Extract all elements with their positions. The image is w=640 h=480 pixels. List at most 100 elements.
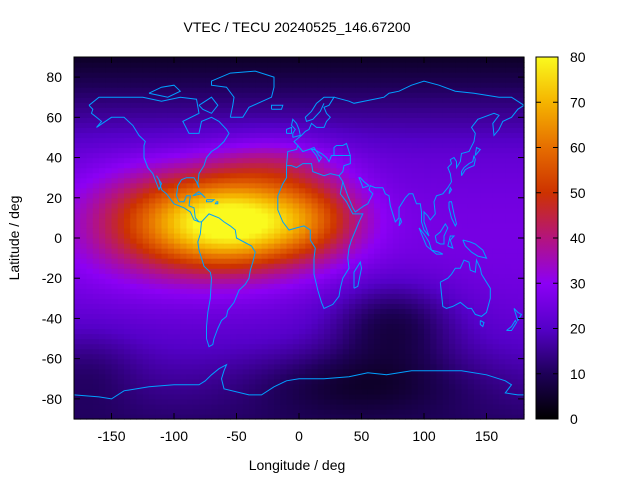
- heatmap-cell: [324, 227, 331, 234]
- heatmap-cell: [149, 353, 156, 360]
- heatmap-cell: [74, 137, 81, 144]
- heatmap-cell: [74, 248, 81, 254]
- heatmap-cell: [474, 72, 481, 78]
- heatmap-cell: [311, 72, 319, 78]
- heatmap-cell: [205, 222, 213, 229]
- heatmap-cell: [305, 238, 313, 244]
- heatmap-cell: [505, 328, 513, 335]
- heatmap-cell: [367, 273, 375, 279]
- heatmap-cell: [261, 117, 269, 123]
- heatmap-cell: [367, 253, 375, 259]
- heatmap-cell: [499, 313, 506, 320]
- heatmap-cell: [442, 258, 450, 264]
- heatmap-cell: [305, 348, 313, 355]
- heatmap-cell: [324, 253, 331, 259]
- heatmap-cell: [499, 112, 506, 118]
- heatmap-cell: [305, 258, 313, 264]
- heatmap-cell: [86, 358, 94, 365]
- heatmap-cell: [361, 107, 369, 113]
- heatmap-cell: [105, 343, 113, 350]
- heatmap-cell: [399, 303, 406, 309]
- heatmap-cell: [99, 253, 106, 259]
- heatmap-cell: [449, 313, 456, 320]
- heatmap-cell: [255, 403, 263, 410]
- heatmap-cell: [511, 253, 519, 259]
- heatmap-cell: [467, 363, 475, 370]
- heatmap-cell: [217, 107, 225, 113]
- heatmap-cell: [292, 207, 300, 214]
- heatmap-cell: [317, 238, 325, 244]
- heatmap-cell: [155, 338, 163, 345]
- heatmap-cell: [286, 207, 294, 214]
- heatmap-cell: [417, 77, 425, 83]
- heatmap-cell: [342, 238, 350, 244]
- heatmap-cell: [286, 112, 294, 118]
- heatmap-cell: [499, 82, 506, 88]
- heatmap-cell: [105, 72, 113, 78]
- heatmap-cell: [111, 298, 119, 304]
- heatmap-cell: [130, 132, 138, 139]
- heatmap-cell: [361, 157, 369, 164]
- heatmap-cell: [405, 82, 413, 88]
- heatmap-cell: [311, 142, 319, 149]
- heatmap-cell: [511, 92, 519, 98]
- heatmap-cell: [130, 283, 138, 289]
- heatmap-cell: [367, 112, 375, 118]
- heatmap-cell: [361, 258, 369, 264]
- heatmap-cell: [242, 268, 250, 274]
- heatmap-cell: [480, 87, 488, 93]
- heatmap-cell: [455, 413, 463, 420]
- heatmap-cell: [211, 167, 219, 174]
- heatmap-cell: [492, 318, 500, 325]
- heatmap-cell: [361, 373, 369, 380]
- heatmap-cell: [124, 368, 131, 375]
- heatmap-cell: [299, 393, 306, 400]
- heatmap-cell: [480, 222, 488, 229]
- heatmap-cell: [380, 338, 388, 345]
- heatmap-cell: [124, 303, 131, 309]
- heatmap-cell: [161, 117, 169, 123]
- heatmap-cell: [292, 393, 300, 400]
- heatmap-cell: [186, 167, 194, 174]
- heatmap-cell: [161, 348, 169, 355]
- heatmap-cell: [392, 192, 400, 199]
- heatmap-cell: [136, 97, 144, 103]
- heatmap-cell: [230, 152, 238, 159]
- heatmap-cell: [186, 102, 194, 108]
- heatmap-cell: [161, 177, 169, 184]
- heatmap-cell: [186, 288, 194, 294]
- heatmap-cell: [411, 363, 419, 370]
- heatmap-cell: [161, 403, 169, 410]
- heatmap-cell: [274, 313, 281, 320]
- heatmap-cell: [505, 283, 513, 289]
- heatmap-cell: [161, 293, 169, 299]
- heatmap-cell: [392, 122, 400, 128]
- heatmap-cell: [142, 273, 150, 279]
- heatmap-cell: [161, 232, 169, 239]
- heatmap-cell: [205, 107, 213, 113]
- heatmap-cell: [111, 293, 119, 299]
- heatmap-cell: [167, 202, 175, 209]
- heatmap-cell: [417, 393, 425, 400]
- heatmap-cell: [442, 182, 450, 189]
- heatmap-cell: [230, 263, 238, 269]
- heatmap-cell: [480, 212, 488, 219]
- heatmap-cell: [180, 232, 188, 239]
- heatmap-cell: [261, 383, 269, 390]
- heatmap-cell: [374, 278, 381, 284]
- heatmap-cell: [467, 358, 475, 365]
- heatmap-cell: [411, 388, 419, 395]
- heatmap-cell: [86, 107, 94, 113]
- heatmap-cell: [255, 238, 263, 244]
- heatmap-cell: [411, 288, 419, 294]
- heatmap-cell: [355, 172, 363, 179]
- heatmap-cell: [430, 353, 438, 360]
- heatmap-cell: [330, 232, 338, 239]
- heatmap-cell: [361, 122, 369, 128]
- heatmap-cell: [230, 348, 238, 355]
- heatmap-cell: [411, 157, 419, 164]
- heatmap-cell: [392, 403, 400, 410]
- heatmap-cell: [405, 398, 413, 405]
- heatmap-cell: [130, 222, 138, 229]
- heatmap-cell: [117, 137, 125, 144]
